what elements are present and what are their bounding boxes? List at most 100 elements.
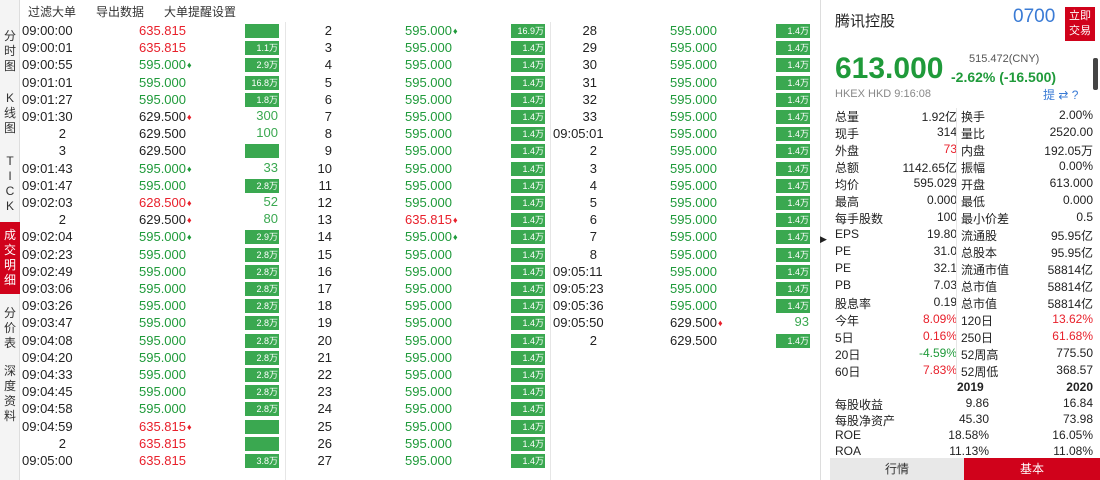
export-data-button[interactable]: 导出数据 [96,4,145,19]
tick-row[interactable]: 21 595.000 1.4万 [286,350,551,367]
sidebar-tab-char: 资 [3,394,16,408]
sidebar-tab-char: 时 [3,43,16,58]
collapse-panel-icon[interactable]: ▶ [820,234,827,244]
tick-row[interactable]: 28 595.000 1.4万 [551,23,816,40]
tick-row[interactable]: 09:01:47 595.000 2.8万 [20,178,285,195]
tick-row[interactable]: 17 595.000 1.4万 [286,281,551,298]
tick-row[interactable]: 3 595.000 1.4万 [551,161,816,178]
tick-time: 8 [324,126,332,142]
tick-row[interactable]: 09:02:49 595.000 2.8万 [20,264,285,281]
tick-row[interactable]: 09:03:06 595.000 2.8万 [20,281,285,298]
tick-row[interactable]: 2 635.815 [20,436,285,453]
tick-row[interactable]: 09:04:20 595.000 2.8万 [20,350,285,367]
sidebar-tab-3[interactable]: 成交明细 [0,222,20,294]
tick-row[interactable]: 33 595.000 1.4万 [551,109,816,126]
tick-row[interactable]: 27 595.000 1.4万 [286,453,551,470]
down-arrow-icon: ♦ [187,60,192,71]
tick-row[interactable]: 20 595.000 1.4万 [286,333,551,350]
tick-row[interactable]: 09:04:58 595.000 2.8万 [20,401,285,418]
tick-volume: 1.4万 [511,58,545,73]
tick-row[interactable]: 4 595.000 1.4万 [551,178,816,195]
tick-row[interactable]: 09:01:27 595.000 1.8万 [20,92,285,109]
tick-row[interactable]: 5 595.000 1.4万 [286,75,551,92]
tick-row[interactable]: 30 595.000 1.4万 [551,57,816,74]
tick-row[interactable]: 3 595.000 1.4万 [286,40,551,57]
tick-volume: 1.4万 [511,92,545,107]
tick-row[interactable]: 09:01:43 595.000 ♦ 33 [20,159,285,178]
tick-volume: 1.4万 [511,161,545,176]
stat-value: 368.57 [1056,363,1093,377]
tick-row[interactable]: 09:02:23 595.000 2.8万 [20,247,285,264]
tick-price: 595.000 [670,160,717,176]
tick-row[interactable]: 31 595.000 1.4万 [551,75,816,92]
tick-row[interactable]: 14 595.000 ♦ 1.4万 [286,229,551,246]
tick-row[interactable]: 8 595.000 1.4万 [551,247,816,264]
stat-label: 每手股数 [835,212,884,226]
tick-row[interactable]: 15 595.000 1.4万 [286,247,551,264]
tick-row[interactable]: 6 595.000 1.4万 [551,212,816,229]
tick-row[interactable]: 09:04:45 595.000 2.8万 [20,384,285,401]
tick-row[interactable]: 2 595.000 1.4万 [551,143,816,160]
tick-row[interactable]: 09:04:08 595.000 2.8万 [20,333,285,350]
panel-action-icons[interactable]: 提 ⇄ ? [1043,88,1079,102]
tick-row[interactable]: 09:03:47 595.000 2.8万 [20,315,285,332]
tick-row[interactable]: 09:01:30 629.500 ♦ 300 [20,109,285,126]
tick-row[interactable]: 09:05:36 595.000 1.4万 [551,298,816,315]
tick-row[interactable]: 12 595.000 1.4万 [286,195,551,212]
tick-row[interactable]: 10 595.000 1.4万 [286,161,551,178]
tick-row[interactable]: 09:02:04 595.000 ♦ 2.9万 [20,229,285,246]
tick-row[interactable]: 22 595.000 1.4万 [286,367,551,384]
tick-time: 09:02:23 [22,246,73,262]
sidebar-tab-5[interactable]: 深度资料 [0,360,20,428]
tick-row[interactable]: 09:05:11 595.000 1.4万 [551,264,816,281]
tick-row[interactable]: 13 635.815 ♦ 1.4万 [286,212,551,229]
tick-row[interactable]: 19 595.000 1.4万 [286,315,551,332]
tick-row[interactable]: 24 595.000 1.4万 [286,401,551,418]
tick-row[interactable]: 2 595.000 ♦ 16.9万 [286,23,551,40]
tick-row[interactable]: 11 595.000 1.4万 [286,178,551,195]
tick-row[interactable]: 09:04:59 635.815 ♦ [20,419,285,436]
tick-row[interactable]: 7 595.000 1.4万 [551,229,816,246]
tab-fundamentals[interactable]: 基本 [964,458,1100,480]
tab-market[interactable]: 行情 [830,458,964,480]
tick-row[interactable]: 25 595.000 1.4万 [286,419,551,436]
tick-row[interactable]: 09:02:03 628.500 ♦ 52 [20,195,285,212]
tick-row[interactable]: 4 595.000 1.4万 [286,57,551,74]
tick-row[interactable]: 2 629.500 ♦ 80 [20,212,285,229]
tick-row[interactable]: 09:00:00 635.815 [20,23,285,40]
tick-row[interactable]: 09:05:01 595.000 1.4万 [551,126,816,143]
tick-row[interactable]: 09:00:01 635.815 1.1万 [20,40,285,57]
tick-row[interactable]: 09:05:23 595.000 1.4万 [551,281,816,298]
tick-row[interactable]: 09:04:33 595.000 2.8万 [20,367,285,384]
tick-row[interactable]: 09:05:50 629.500 ♦ 93 [551,315,816,332]
tick-row[interactable]: 29 595.000 1.4万 [551,40,816,57]
tick-row[interactable]: 6 595.000 1.4万 [286,92,551,109]
tick-row[interactable]: 09:03:26 595.000 2.8万 [20,298,285,315]
tick-row[interactable]: 18 595.000 1.4万 [286,298,551,315]
tick-row[interactable]: 09:05:00 635.815 3.8万 [20,453,285,470]
big-order-alert-settings-button[interactable]: 大单提醒设置 [164,4,237,19]
sidebar-tab-0[interactable]: 分时图 [0,22,20,80]
sidebar-tab-4[interactable]: 分价表 [0,300,20,356]
tick-row[interactable]: 2 629.500 1.4万 [551,333,816,350]
tick-row[interactable]: 26 595.000 1.4万 [286,436,551,453]
trade-now-button[interactable]: 立即 交易 [1065,7,1095,41]
tick-row[interactable]: 32 595.000 1.4万 [551,92,816,109]
tick-row[interactable]: 09:01:01 595.000 16.8万 [20,75,285,92]
tick-row[interactable]: 09:00:55 595.000 ♦ 2.9万 [20,57,285,74]
tick-row[interactable]: 5 595.000 1.4万 [551,195,816,212]
tick-volume: 33 [263,159,278,175]
tick-row[interactable]: 2 629.500 100 [20,126,285,143]
tick-row[interactable]: 9 595.000 1.4万 [286,143,551,160]
tick-row[interactable]: 8 595.000 1.4万 [286,126,551,143]
tick-row[interactable]: 3 629.500 [20,143,285,160]
tick-row[interactable]: 16 595.000 1.4万 [286,264,551,281]
tick-row[interactable]: 23 595.000 1.4万 [286,384,551,401]
tick-price: 635.815 [405,212,452,228]
panel-scrollbar[interactable] [1093,58,1098,90]
tick-row[interactable]: 7 595.000 1.4万 [286,109,551,126]
sidebar-tab-char: 度 [3,379,16,393]
filter-big-order-button[interactable]: 过滤大单 [28,4,77,19]
